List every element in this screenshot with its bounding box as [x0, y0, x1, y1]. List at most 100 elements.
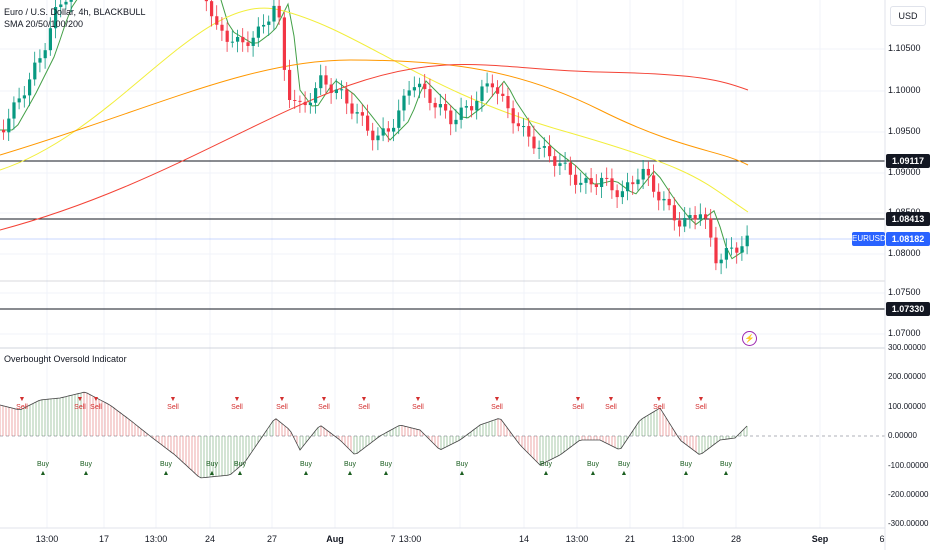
buy-arrow-icon: ▲: [302, 470, 310, 477]
candle: [444, 104, 448, 111]
candle: [246, 42, 250, 46]
candle: [475, 100, 479, 111]
candle: [698, 214, 702, 220]
candle: [225, 30, 229, 42]
candle: [293, 99, 297, 101]
candle: [511, 108, 515, 124]
currency-button[interactable]: USD: [890, 6, 926, 26]
candle: [418, 83, 422, 88]
candle: [69, 0, 73, 2]
candle: [646, 168, 650, 176]
buy-signal-label: Buy: [539, 461, 553, 468]
time-label: 6: [879, 534, 885, 544]
buy-arrow-icon: ▲: [162, 470, 170, 477]
buy-arrow-icon: ▲: [82, 470, 90, 477]
candle: [600, 177, 604, 187]
level-tag[interactable]: 1.09117: [886, 154, 930, 168]
candle: [324, 75, 328, 85]
candle: [704, 214, 708, 219]
candle: [610, 178, 614, 191]
time-label: 13:00: [565, 534, 589, 544]
candle: [22, 95, 26, 99]
lightning-icon[interactable]: ⚡: [742, 331, 757, 346]
candle: [594, 184, 598, 187]
symbol-tag[interactable]: EURUSD: [852, 232, 886, 246]
candle: [553, 156, 557, 166]
sell-arrow-icon: ▼: [360, 396, 368, 403]
buy-arrow-icon: ▲: [589, 470, 597, 477]
buy-arrow-icon: ▲: [236, 470, 244, 477]
osc-label: 300.00000: [888, 343, 926, 352]
sell-arrow-icon: ▼: [414, 396, 422, 403]
candle: [678, 220, 682, 227]
candle: [308, 102, 312, 106]
sell-arrow-icon: ▼: [493, 396, 501, 403]
candle: [381, 128, 385, 136]
level-tag[interactable]: 1.07330: [886, 302, 930, 316]
buy-arrow-icon: ▲: [682, 470, 690, 477]
time-label: 17: [98, 534, 110, 544]
candle: [579, 182, 583, 185]
oscillator-title[interactable]: Overbought Oversold Indicator: [4, 354, 127, 364]
candle: [522, 126, 526, 128]
candle: [506, 96, 510, 109]
sell-signal-label: Sell: [572, 404, 584, 411]
price-label: 1.07000: [888, 328, 921, 338]
candle: [724, 248, 728, 260]
candle: [314, 88, 318, 103]
buy-signal-label: Buy: [379, 461, 393, 468]
candle: [693, 214, 697, 220]
candle: [501, 93, 505, 97]
sell-arrow-icon: ▼: [607, 396, 615, 403]
candle: [64, 1, 68, 5]
candle: [48, 28, 52, 51]
candle: [319, 75, 323, 89]
sma200-line: [0, 64, 749, 231]
candle: [464, 106, 468, 108]
current-price-tag[interactable]: 1.08182: [886, 232, 930, 246]
time-label: 13:00: [398, 534, 422, 544]
candle: [220, 24, 224, 31]
time-label: 7: [390, 534, 396, 544]
candle: [745, 235, 749, 247]
sell-arrow-icon: ▼: [697, 396, 705, 403]
buy-signal-label: Buy: [617, 461, 631, 468]
level-tag[interactable]: 1.08413: [886, 212, 930, 226]
sell-signal-label: Sell: [358, 404, 370, 411]
candle: [236, 36, 240, 42]
candle: [449, 110, 453, 125]
sell-signal-label: Sell: [16, 404, 28, 411]
sell-arrow-icon: ▼: [18, 396, 26, 403]
candle: [709, 218, 713, 238]
candle: [574, 174, 578, 185]
time-label: 13:00: [144, 534, 168, 544]
candle: [433, 102, 437, 108]
candle: [38, 58, 42, 63]
symbol-title[interactable]: Euro / U.S. Dollar, 4h, BLACKBULL: [4, 7, 146, 17]
candle: [54, 7, 58, 29]
candle: [412, 87, 416, 91]
buy-signal-label: Buy: [36, 461, 50, 468]
candle: [714, 237, 718, 264]
candle: [480, 86, 484, 101]
candle: [470, 106, 474, 111]
candle: [459, 107, 463, 120]
moving-averages: [0, 0, 749, 260]
time-label: Sep: [811, 534, 829, 544]
sma100-line: [0, 59, 749, 166]
candle: [371, 130, 375, 141]
buy-signal-label: Buy: [159, 461, 173, 468]
candle: [454, 119, 458, 125]
candle: [407, 90, 411, 96]
candle: [277, 5, 281, 18]
candle: [558, 163, 562, 166]
candle: [204, 0, 208, 2]
candle: [563, 162, 567, 164]
candle: [366, 115, 370, 131]
sell-signal-label: Sell: [412, 404, 424, 411]
candle: [735, 247, 739, 253]
buy-signal-label: Buy: [299, 461, 313, 468]
candle: [626, 182, 630, 192]
sma-legend[interactable]: SMA 20/50/100/200: [4, 19, 84, 29]
